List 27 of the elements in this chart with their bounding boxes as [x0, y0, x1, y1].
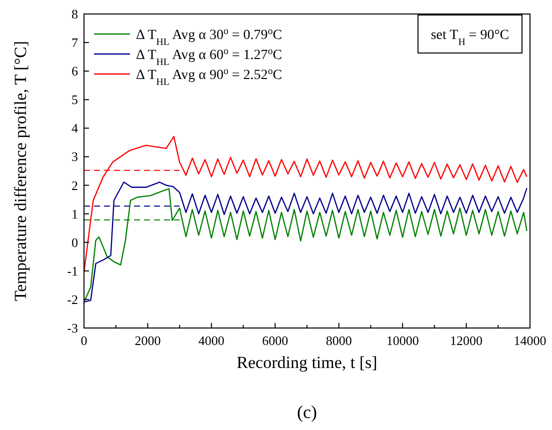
legend-label: Δ T$_{HL}$ Avg α 60$^{o}$ = 1.27$^{o}$C	[136, 46, 282, 68]
y-tick-label: -1	[67, 263, 78, 278]
y-tick-label: 1	[72, 206, 78, 222]
y-tick-label: -2	[67, 292, 78, 307]
y-axis-title: Temperature difference profile, T [°C]	[11, 40, 30, 302]
legend-label: Δ T$_{HL}$ Avg α 90$^{o}$ = 2.52$^{o}$C	[136, 66, 282, 88]
y-tick-label: 3	[72, 149, 78, 164]
x-tick-label: 2000	[134, 333, 161, 348]
x-tick-label: 10000	[386, 333, 419, 348]
text: (c)	[297, 402, 317, 422]
y-tick-label: 7	[72, 35, 78, 50]
y-tick-label: 0	[72, 234, 78, 250]
legend-label: Δ T$_{HL}$ Avg α 30$^{o}$ = 0.79$^{o}$C	[136, 26, 282, 48]
y-tick-label: -3	[67, 320, 78, 336]
x-axis-title: Recording time, t [s]	[236, 353, 378, 372]
y-tick-label: 2	[72, 178, 78, 193]
y-tick-label: 5	[72, 92, 78, 108]
x-tick-label: 12000	[450, 333, 483, 348]
x-tick-label: 4000	[198, 333, 224, 348]
y-tick-label: 8	[72, 6, 78, 22]
y-tick-label: 4	[72, 120, 78, 136]
x-tick-label: 6000	[262, 333, 288, 348]
line-series	[83, 136, 528, 273]
x-tick-label: 14000	[514, 333, 546, 348]
x-tick-label: 8000	[326, 333, 352, 348]
annotation: set T$_{H}$ = 90°C	[430, 28, 510, 48]
y-tick-label: 6	[72, 64, 78, 79]
